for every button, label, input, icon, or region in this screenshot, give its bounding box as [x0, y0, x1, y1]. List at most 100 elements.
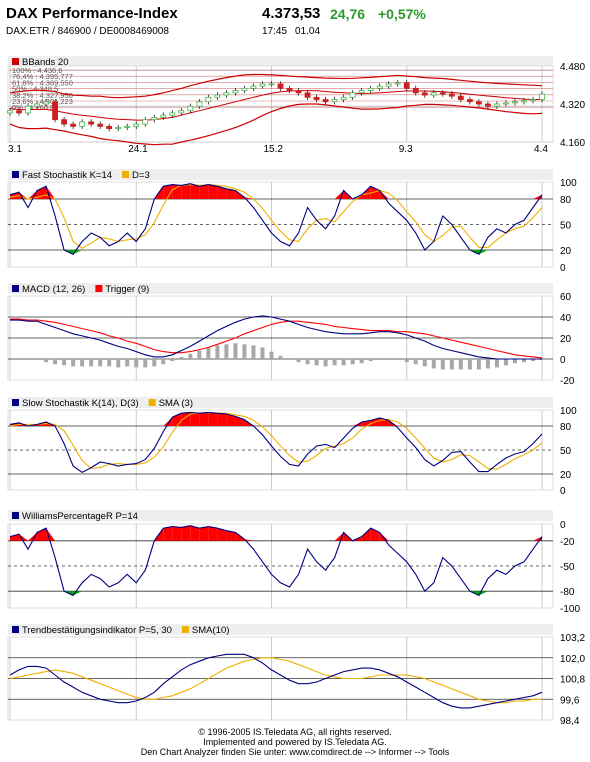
macd-histogram-bar [116, 359, 121, 368]
overbought-fill [352, 422, 362, 426]
macd-histogram-bar [80, 359, 85, 367]
legend-label: D=3 [132, 170, 150, 181]
y-tick-label: 0 [560, 486, 566, 497]
candle-down [412, 87, 419, 94]
overbought-fill [217, 413, 227, 426]
legend-swatch [12, 285, 19, 292]
overbought-fill [226, 188, 236, 199]
quote-time: 17:45 [262, 26, 288, 37]
fibonacci-annotation: 38,2% : 4.327,950 [12, 91, 73, 100]
macd-histogram-bar [224, 344, 229, 359]
macd-histogram-bar [206, 347, 211, 359]
candle-up [385, 83, 392, 87]
macd-histogram-bar [377, 359, 382, 361]
macd-histogram-bar [269, 351, 274, 359]
panel-header-band [8, 624, 553, 635]
overbought-fill [379, 532, 389, 541]
y-tick-label: 0 [560, 355, 566, 366]
y-tick-label: 50 [560, 446, 572, 457]
candle-down [16, 110, 22, 114]
y-tick-label: 20 [560, 470, 572, 481]
macd-histogram-bar [35, 359, 40, 361]
overbought-fill [226, 414, 236, 426]
candle-up [521, 100, 527, 103]
candle-up [142, 119, 149, 125]
panel-header-band [8, 56, 553, 67]
overbought-fill [19, 534, 29, 541]
y-tick-label: 100 [560, 406, 577, 417]
price-change-percent: +0,57% [378, 6, 426, 22]
candle-up [268, 83, 275, 86]
macd-histogram-bar [512, 359, 517, 364]
price-change: 24,76 [330, 6, 366, 22]
panel-header-band [8, 283, 553, 294]
candle-down [313, 96, 320, 100]
macd-histogram-bar [251, 345, 256, 359]
legend-swatch [12, 626, 19, 633]
overbought-fill [235, 416, 245, 426]
legend-label: SMA (3) [159, 398, 193, 409]
macd-histogram-bar [197, 350, 202, 359]
macd-histogram-bar [422, 359, 427, 367]
macd-histogram-bar [521, 359, 526, 363]
overbought-fill [208, 184, 218, 199]
candle-up [367, 87, 374, 91]
overbought-fill [10, 534, 20, 541]
x-tick-label: 3.1 [8, 144, 22, 155]
candle-up [178, 110, 185, 114]
macd-histogram-bar [413, 359, 418, 365]
candle-up [124, 125, 131, 128]
overbought-fill [163, 526, 173, 541]
legend-swatch [12, 58, 19, 65]
macd-histogram-bar [404, 359, 409, 363]
last-price: 4.373,53 [262, 5, 321, 22]
overbought-fill [208, 526, 218, 541]
macd-histogram-bar [98, 359, 103, 367]
y-tick-label: -20 [560, 537, 575, 548]
macd-histogram-bar [359, 359, 364, 364]
candle-up [115, 127, 122, 129]
chart-header: DAX Performance-Index DAX.ETR / 846900 /… [0, 0, 590, 40]
footer: © 1996-2005 IS.Teledata AG, all rights r… [0, 727, 590, 757]
legend-label: WilliamsPercentageR P=14 [22, 511, 138, 522]
macd-histogram-bar [530, 359, 535, 362]
overbought-fill [199, 184, 209, 199]
y-tick-label: 60 [560, 292, 572, 303]
overbought-fill [190, 525, 200, 541]
macd-histogram-bar [485, 359, 490, 369]
series-line-sma [9, 657, 542, 704]
y-tick-label: 4.480 [560, 62, 585, 73]
series-line-trigger [10, 318, 543, 359]
candle-down [439, 92, 446, 95]
overbought-fill [199, 526, 209, 541]
panel-header-band [8, 169, 553, 180]
overbought-fill [361, 186, 371, 199]
macd-histogram-bar [152, 359, 157, 367]
macd-histogram-bar [458, 359, 463, 370]
overbought-fill [172, 526, 182, 541]
candle-down [448, 93, 455, 97]
candle-up [512, 101, 518, 104]
candle-up [223, 92, 230, 96]
x-tick-label: 4.4 [534, 144, 548, 155]
candle-down [322, 99, 329, 103]
candle-up [214, 94, 221, 98]
series-line--r [9, 525, 543, 597]
candle-down [61, 119, 68, 125]
macd-histogram-bar [17, 359, 22, 361]
macd-histogram-bar [440, 359, 445, 370]
candle-up [539, 93, 545, 100]
overbought-fill [244, 197, 254, 199]
panel-header-band [8, 510, 553, 521]
macd-histogram-bar [125, 359, 130, 367]
overbought-fill [208, 412, 218, 426]
instrument-title: DAX Performance-Index [6, 5, 178, 22]
legend-swatch [12, 399, 19, 406]
series-line-macd [10, 315, 542, 360]
y-tick-label: 20 [560, 246, 572, 257]
candle-up [250, 85, 257, 89]
powered-by-text: Implemented and powered by IS.Teledata A… [203, 737, 387, 747]
candle-up [376, 85, 383, 89]
macd-histogram-bar [188, 353, 193, 359]
macd-histogram-bar [476, 359, 481, 370]
